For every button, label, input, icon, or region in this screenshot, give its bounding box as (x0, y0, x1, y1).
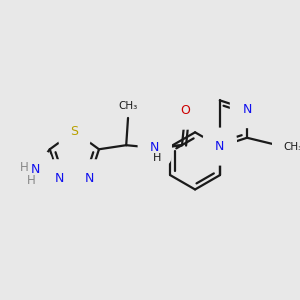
Text: N: N (215, 140, 224, 153)
Text: H: H (152, 153, 161, 163)
Text: O: O (180, 104, 190, 117)
Text: H: H (26, 174, 35, 187)
Text: CH₃: CH₃ (118, 101, 138, 111)
Text: N: N (31, 163, 40, 176)
Text: N: N (242, 103, 252, 116)
Text: N: N (150, 141, 160, 154)
Text: CH₃: CH₃ (283, 142, 300, 152)
Text: N: N (55, 172, 64, 185)
Text: N: N (85, 172, 94, 185)
Text: S: S (70, 125, 78, 138)
Text: H: H (20, 161, 29, 174)
